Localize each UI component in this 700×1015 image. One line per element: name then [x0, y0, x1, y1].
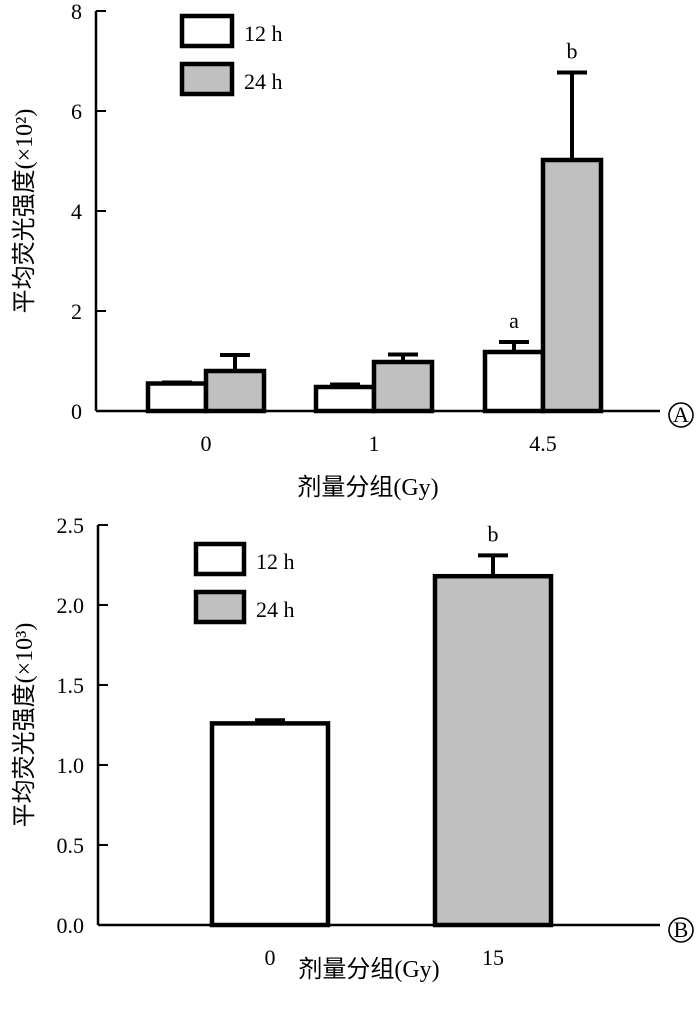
- legend-label: 12 h: [244, 21, 283, 46]
- significance-label: a: [509, 308, 519, 333]
- bar-24h-1: [371, 359, 435, 414]
- x-tick-label: 15: [482, 945, 504, 970]
- y-tick-label: 4: [71, 199, 82, 224]
- panel-tag-circle: [668, 917, 694, 943]
- x-tick-label: 1: [369, 431, 380, 456]
- significance-label: b: [567, 39, 578, 64]
- legend-label: 24 h: [256, 597, 295, 622]
- bar-12h-0: [145, 381, 209, 414]
- legend-swatch: [179, 61, 235, 97]
- y-tick-label: 1.0: [57, 753, 85, 778]
- bar-12h-4.5: [482, 349, 546, 414]
- x-axis-title: 剂量分组(Gy): [298, 956, 439, 983]
- y-tick-label: 6: [71, 99, 82, 124]
- panel-tag-label: A: [673, 402, 689, 427]
- bar-24h-15: [432, 573, 554, 928]
- bar-24h-4.5: [540, 157, 604, 414]
- y-axis-title: 平均荧光强度(×10²): [11, 109, 38, 314]
- y-tick-label: 1.5: [57, 673, 85, 698]
- x-axis-title: 剂量分组(Gy): [297, 474, 438, 501]
- significance-label: b: [488, 521, 499, 546]
- bar-12h-1: [313, 384, 377, 414]
- y-tick-label: 2.0: [57, 593, 85, 618]
- legend-swatch: [193, 541, 247, 577]
- y-tick-label: 2.5: [57, 513, 85, 538]
- bar-12h-0: [209, 721, 331, 928]
- chart-panel-b: 0.0 0.5 1.0 1.5 2.0 2.5 0 15 b 12 h 24 h 剂量分组(Gy) 平均…: [11, 513, 694, 983]
- y-axis-title: 平均荧光强度(×10³): [11, 623, 38, 828]
- bar-24h-0: [203, 368, 267, 414]
- legend-label: 24 h: [244, 69, 283, 94]
- y-tick-label: 2: [71, 299, 82, 324]
- x-tick-label: 0: [265, 945, 276, 970]
- legend-swatch: [193, 589, 247, 625]
- legend-label: 12 h: [256, 549, 295, 574]
- y-tick-label: 0.0: [57, 913, 85, 938]
- panel-tag-label: B: [674, 917, 689, 942]
- y-tick-label: 8: [71, 0, 82, 24]
- x-tick-label: 4.5: [529, 431, 557, 456]
- y-tick-label: 0.5: [57, 833, 85, 858]
- panel-tag-circle: [668, 402, 694, 428]
- x-tick-label: 0: [201, 431, 212, 456]
- y-tick-label: 0: [71, 399, 82, 424]
- chart-panel-a: 0 2 4 6 8 0 1 4.5 a b 12 h 24 h 剂量分组(Gy) 平均荧光强度(×10²)…: [11, 0, 694, 501]
- legend-swatch: [179, 13, 235, 49]
